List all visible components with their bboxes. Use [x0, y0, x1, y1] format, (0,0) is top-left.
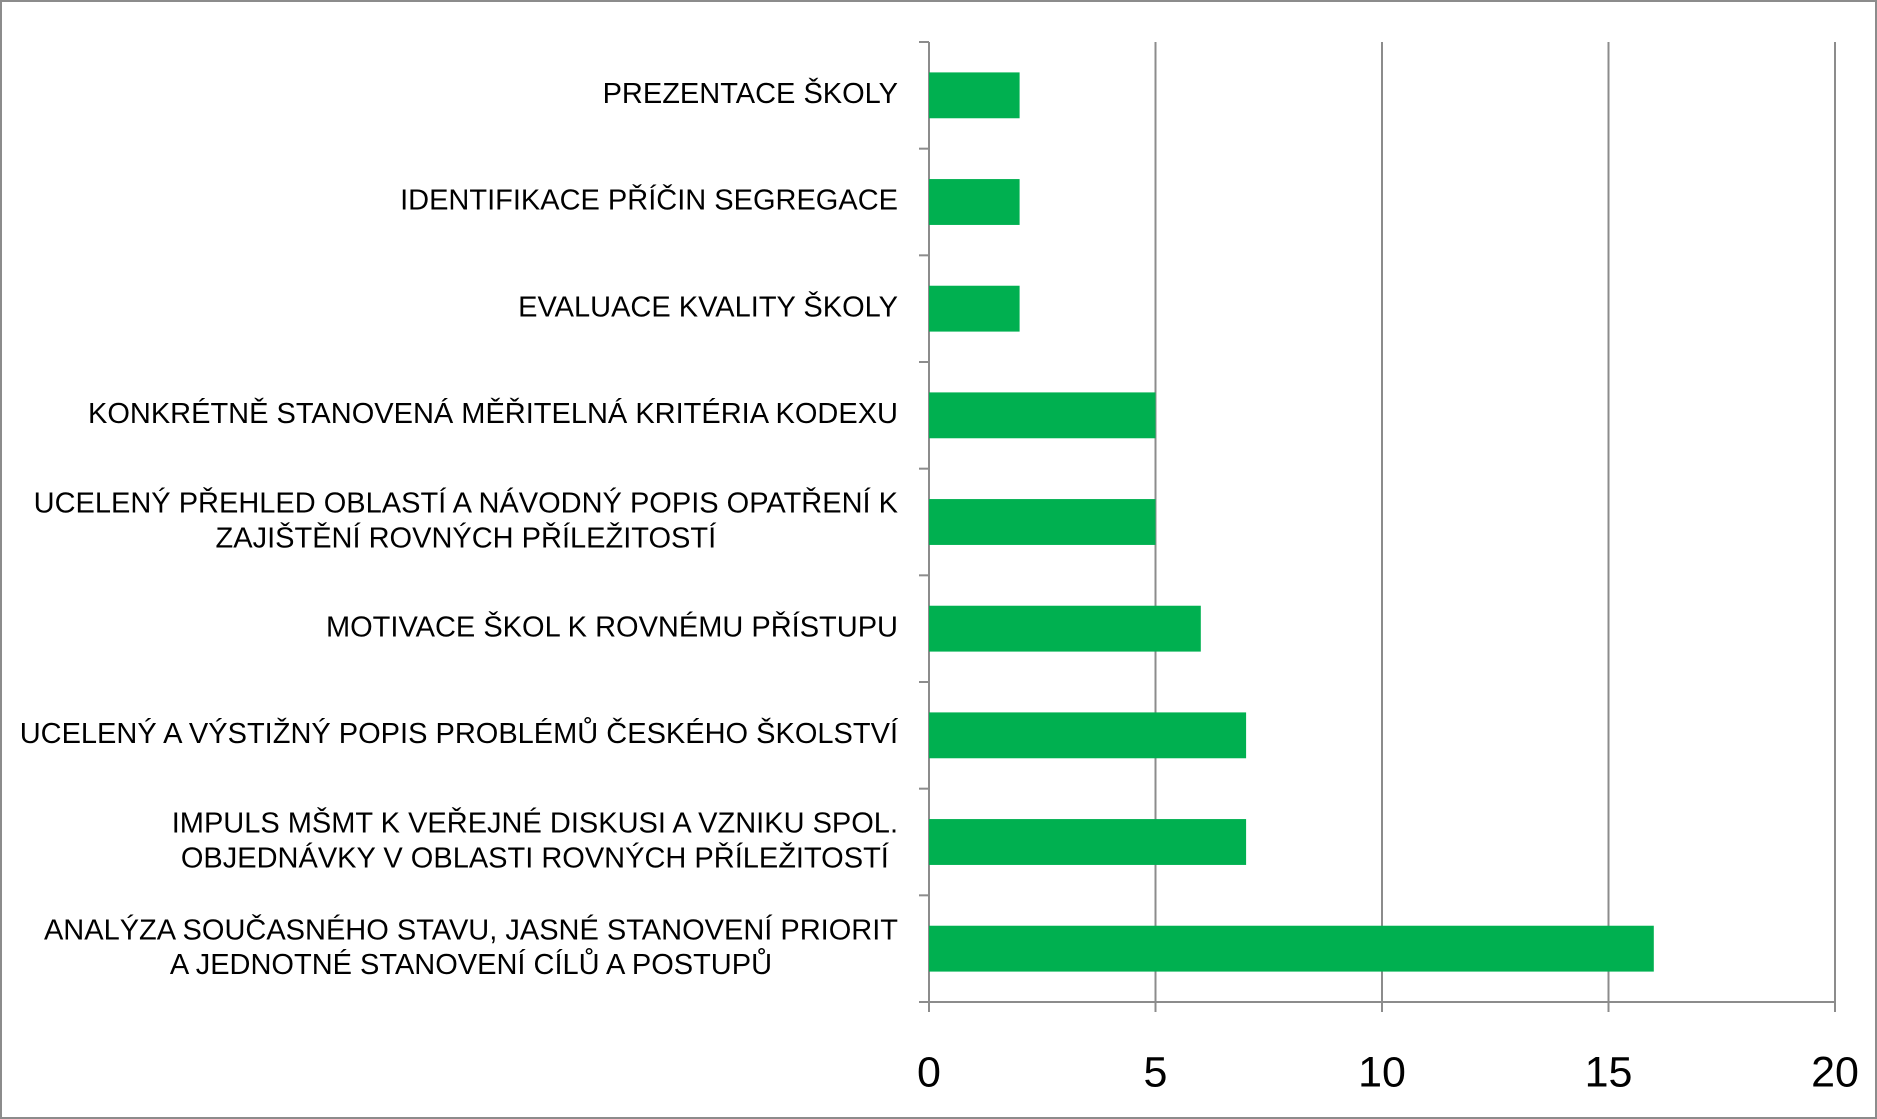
x-tick-label: 5	[1144, 1048, 1168, 1096]
y-tick-label: IMPULS MŠMT K VEŘEJNÉ DISKUSI A VZNIKU S…	[172, 805, 898, 874]
bar	[929, 392, 1156, 439]
y-tick-label: UCELENÝ A VÝSTIŽNÝ POPIS PROBLÉMŮ ČESKÉH…	[20, 716, 899, 750]
y-tick-label: KONKRÉTNĚ STANOVENÁ MĚŘITELNÁ KRITÉRIA K…	[88, 397, 898, 430]
y-tick-label: PREZENTACE ŠKOLY	[603, 76, 898, 110]
bar	[929, 72, 1020, 119]
bar	[929, 925, 1654, 972]
bar	[929, 179, 1020, 225]
bar	[929, 285, 1020, 332]
y-tick-label: MOTIVACE ŠKOL K ROVNÉMU PŘÍSTUPU	[326, 609, 898, 643]
x-tick-label: 15	[1585, 1048, 1633, 1096]
bar	[929, 499, 1156, 545]
y-tick-label: IDENTIFIKACE PŘÍČIN SEGREGACE	[400, 183, 898, 217]
bar	[929, 819, 1247, 865]
y-tick-label: UCELENÝ PŘEHLED OBLASTÍ A NÁVODNÝ POPIS …	[34, 486, 899, 554]
bar	[929, 712, 1247, 759]
x-tick-label: 20	[1811, 1048, 1859, 1096]
bar	[929, 605, 1201, 652]
x-tick-label: 10	[1358, 1048, 1406, 1096]
y-tick-label: ANALÝZA SOUČASNÉHO STAVU, JASNÉ STANOVEN…	[44, 912, 898, 981]
y-tick-label: EVALUACE KVALITY ŠKOLY	[518, 289, 898, 323]
x-tick-label: 0	[917, 1048, 941, 1096]
